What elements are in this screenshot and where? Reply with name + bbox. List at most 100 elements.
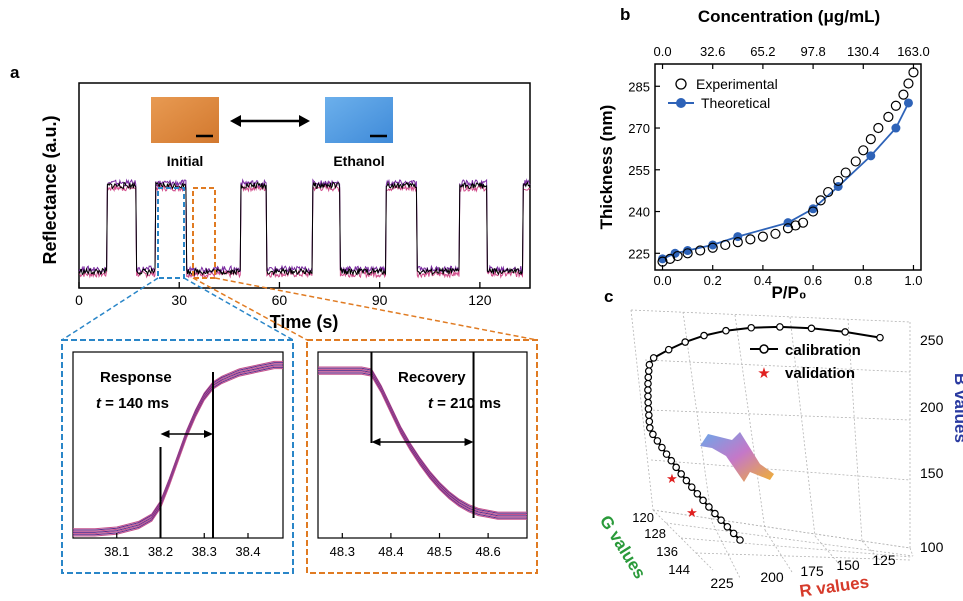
recovery-trace-1	[318, 367, 527, 514]
b-experimental-point	[898, 89, 909, 100]
c-calibration-point	[776, 323, 784, 331]
b-experimental-point	[865, 134, 876, 145]
recovery-inset-border	[306, 339, 538, 574]
c-calibration-point	[747, 323, 756, 332]
b-experimental-point	[770, 228, 781, 239]
c-calibration-point	[653, 437, 662, 445]
b-experimental-point	[732, 237, 743, 248]
a-main-trace-2	[78, 181, 531, 277]
response-label: Response	[100, 369, 172, 386]
recovery-connector-right	[214, 277, 538, 341]
response-t-symbol: t	[96, 395, 102, 412]
chart-a-main: 0 30 60 90 120 Time (s) Reflectance (a.u.) I…	[40, 82, 531, 332]
c-calibration-point	[876, 333, 884, 342]
response-region-box	[157, 187, 185, 279]
b-theoretical-point	[808, 204, 818, 214]
b-ytick-label-3: 270	[628, 121, 650, 136]
recovery-t-value: = 210 ms	[437, 395, 501, 412]
response-trace-1	[73, 362, 283, 531]
c-calibration-point	[677, 470, 685, 478]
recovery-label: Recovery	[398, 369, 466, 386]
b-theoretical-point	[683, 246, 693, 256]
b-x2label: Concentration (μg/mL)	[698, 7, 880, 26]
b-xtick-label-3: 0.6	[804, 273, 822, 288]
response-xtick-label-2: 38.3	[192, 544, 217, 559]
recovery-xtick-label-1: 48.4	[378, 544, 403, 559]
b-experimental-point	[797, 217, 809, 228]
legend-experimental-marker	[675, 78, 687, 90]
c-calibration-point	[664, 345, 673, 354]
b-experimental-point	[695, 245, 706, 256]
recovery-span-arrow-right	[464, 438, 474, 446]
b-theoretical-point	[903, 98, 913, 108]
c-calibration-point	[841, 328, 849, 336]
response-connector-left	[61, 277, 159, 341]
panel-label-b: b	[620, 5, 630, 24]
c-calibration-point	[682, 476, 691, 485]
chart-a-recovery: 48.3 48.4 48.5 48.6 Recovery t = 210 ms	[317, 351, 528, 559]
response-xtick-label-1: 38.2	[148, 544, 173, 559]
recovery-connector-left	[192, 277, 308, 341]
direction-arrow	[700, 432, 774, 482]
recovery-xtick-label-0: 48.3	[330, 544, 355, 559]
c-calibration-point	[658, 443, 666, 452]
b-experimental-point	[672, 250, 683, 262]
b-xtick-label-1: 0.2	[704, 273, 722, 288]
c-r-tick-label-2: 175	[800, 563, 824, 579]
c-calibration-point	[699, 496, 707, 505]
b-experimental-point	[807, 206, 819, 217]
a-main-trace-0	[78, 183, 531, 280]
a-main-xtick-label-4: 120	[468, 292, 492, 308]
c-calibration-point	[705, 503, 713, 511]
legend-theoretical-label: Theoretical	[701, 95, 770, 111]
response-xtick-label-0: 38.1	[104, 544, 129, 559]
b-ytick-label-0: 225	[628, 246, 650, 261]
c-calibration-point	[645, 411, 653, 419]
b-theoretical-point	[833, 181, 843, 191]
c-calibration-point	[662, 450, 671, 458]
b-experimental-point	[720, 239, 731, 251]
c-g-tick-label-2: 136	[656, 544, 678, 559]
b-experimental-point	[707, 242, 718, 253]
c-validation-point: ★	[686, 506, 698, 521]
response-trace-4	[73, 365, 283, 535]
b-x2tick-label-0: 0.0	[653, 44, 671, 59]
c-calibration-point	[722, 326, 730, 335]
b-xtick-label-5: 1.0	[904, 273, 922, 288]
chart-c: ★★ calibration ★ validation 100150200250…	[596, 309, 963, 601]
response-trace-2	[73, 363, 283, 532]
c-calibration-point	[687, 483, 696, 491]
b-experimental-point	[840, 167, 851, 178]
b-theoretical-point	[783, 218, 793, 228]
a-main-frame	[78, 82, 531, 289]
c-b-axis-title: B values	[951, 373, 963, 443]
b-ytick-label-1: 240	[628, 205, 650, 220]
b-xtick-label-2: 0.4	[754, 273, 772, 288]
c-calibration-point	[644, 405, 653, 413]
b-theoretical-point	[708, 240, 718, 250]
response-trace-3	[73, 364, 283, 533]
response-span-arrow-left	[160, 430, 170, 438]
c-calibration-point	[667, 456, 676, 465]
a-main-xtick-label-0: 0	[75, 292, 83, 308]
c-calibration-curve: ★★	[644, 323, 884, 544]
response-t-value: = 140 ms	[105, 395, 169, 412]
c-b-tick-label-3: 250	[920, 332, 944, 348]
c-calibration-point	[717, 516, 725, 524]
recovery-ticks: 48.3 48.4 48.5 48.6	[330, 533, 501, 559]
b-series	[657, 67, 919, 267]
legend-validation-marker: ★	[757, 364, 770, 382]
b-xtick-label-0: 0.0	[653, 273, 671, 288]
b-experimental-point	[823, 186, 834, 198]
c-calibration-point	[644, 392, 652, 401]
c-calibration-point	[723, 522, 732, 531]
b-theoretical-point	[866, 151, 876, 161]
b-experimental-point	[757, 231, 769, 242]
double-arrow	[230, 115, 310, 127]
b-legend: Experimental Theoretical	[668, 76, 778, 111]
c-calibration-point	[681, 338, 689, 346]
b-experimental-point	[903, 78, 914, 89]
c-calibration-point	[736, 536, 744, 544]
c-r-tick-label-1: 200	[760, 569, 784, 585]
recovery-trace-3	[318, 370, 527, 517]
